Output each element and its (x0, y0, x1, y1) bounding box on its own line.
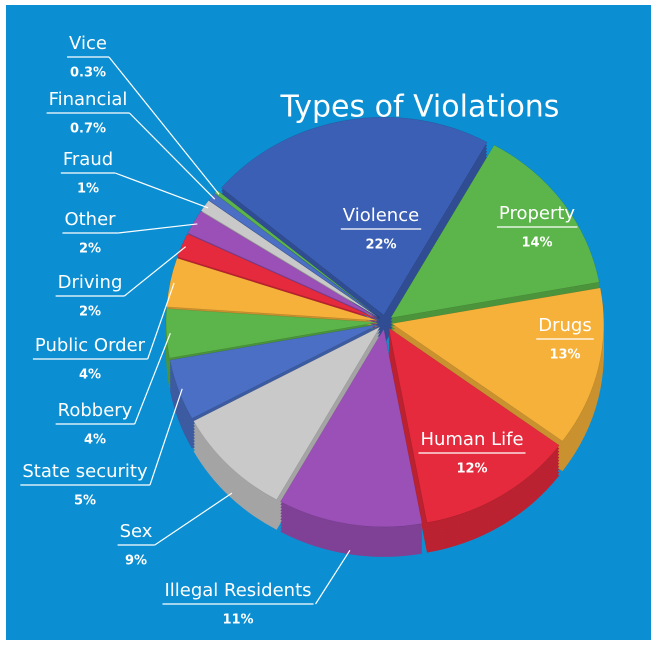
leader-line (123, 246, 187, 297)
slice (200, 200, 380, 319)
leader-line (118, 223, 198, 234)
leader-line (108, 56, 220, 195)
slice (214, 189, 380, 318)
slice (390, 144, 600, 319)
slice-label: Drugs (538, 315, 591, 336)
slice (166, 257, 379, 321)
slice (169, 324, 379, 419)
value-label: 14% (521, 236, 552, 251)
chart-title: Types of Violations (280, 90, 560, 125)
leader-line (114, 172, 209, 209)
leader-line (147, 282, 175, 360)
slice-label: State security (22, 461, 148, 482)
value-label: 0.7% (70, 122, 106, 137)
value-label: 4% (79, 368, 101, 383)
slice-label: Sex (120, 521, 153, 542)
value-label: 2% (79, 305, 101, 320)
leader-line (315, 549, 351, 605)
slice-label: Human Life (420, 429, 523, 450)
slice (177, 233, 379, 320)
value-label: 11% (222, 613, 253, 628)
leader-line (149, 388, 183, 486)
pie (165, 116, 605, 557)
value-label: 1% (77, 182, 99, 197)
slice (220, 116, 488, 316)
value-label: 4% (84, 433, 106, 448)
value-label: 9% (125, 554, 147, 569)
value-label: 0.3% (70, 66, 106, 81)
slice-label: Driving (58, 272, 123, 293)
slice-label: Public Order (35, 335, 146, 356)
value-label: 5% (74, 494, 96, 509)
slice (391, 287, 605, 442)
slice-label: Fraud (63, 149, 113, 170)
slice (165, 308, 379, 359)
slice-label: Other (64, 209, 116, 230)
slice (280, 328, 423, 528)
value-label: 12% (456, 462, 487, 477)
slice (187, 210, 380, 319)
leader-line (134, 333, 171, 425)
slice-label: Financial (49, 89, 128, 110)
slice-label: Robbery (58, 400, 133, 421)
slice-label: Vice (69, 33, 107, 54)
value-label: 2% (79, 242, 101, 257)
leader-line (128, 112, 216, 200)
slice (388, 327, 560, 523)
value-label: 13% (549, 348, 580, 363)
slice-label: Violence (343, 205, 419, 226)
leader-line (154, 492, 233, 546)
slice (193, 326, 381, 501)
value-label: 22% (365, 238, 396, 253)
slice-label: Property (499, 203, 576, 224)
slice-label: Illegal Residents (164, 580, 311, 601)
